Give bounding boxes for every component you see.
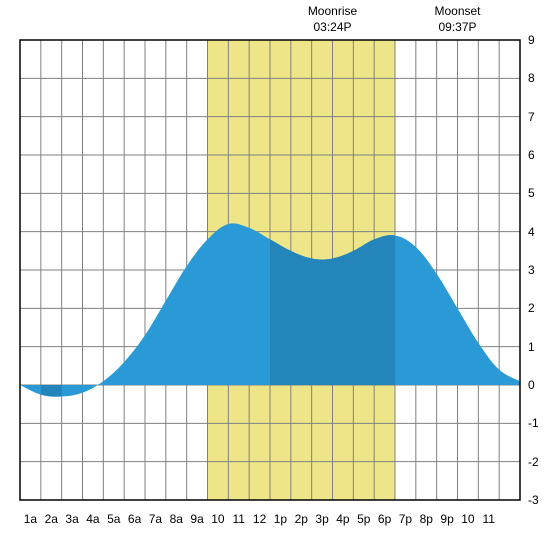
y-tick-label: 7 [528,110,535,124]
y-tick-label: 5 [528,186,535,200]
x-tick-label: 4a [86,512,99,526]
x-tick-label: 11 [483,512,495,526]
x-tick-label: 11 [233,512,245,526]
x-tick-label: 5a [107,512,120,526]
y-tick-label: 9 [528,33,535,47]
y-tick-label: 1 [528,340,535,354]
x-tick-label: 7a [149,512,162,526]
x-tick-label: 3a [65,512,78,526]
x-tick-label: 8p [420,512,433,526]
x-tick-label: 4p [336,512,349,526]
x-tick-label: 5p [357,512,370,526]
y-tick-label: 8 [528,71,535,85]
y-tick-label: -3 [528,493,539,507]
moonrise-time: 03:24P [303,20,363,36]
y-tick-label: -1 [528,416,539,430]
x-tick-label: 9p [440,512,453,526]
x-tick-label: 6a [128,512,141,526]
x-tick-label: 2p [295,512,308,526]
chart-svg [0,0,550,550]
tide-chart: Moonrise 03:24P Moonset 09:37P 1a 2a 3a 4a 5… [0,0,550,550]
moonrise-title: Moonrise [303,4,363,20]
y-tick-label: 2 [528,301,535,315]
x-tick-label: 12 [253,512,266,526]
x-tick-label: 1a [24,512,37,526]
x-tick-label: 8a [170,512,183,526]
x-tick-label: 10 [461,512,474,526]
x-tick-label: 7p [399,512,412,526]
x-tick-label: 1p [274,512,287,526]
y-tick-label: 6 [528,148,535,162]
moonset-annotation: Moonset 09:37P [428,4,488,35]
y-tick-label: 0 [528,378,535,392]
y-tick-label: -2 [528,455,539,469]
moonset-time: 09:37P [428,20,488,36]
x-tick-label: 6p [378,512,391,526]
x-tick-label: 10 [211,512,224,526]
x-tick-label: 9a [190,512,203,526]
x-tick-label: 2a [45,512,58,526]
x-tick-label: 3p [315,512,328,526]
moonset-title: Moonset [428,4,488,20]
moonrise-annotation: Moonrise 03:24P [303,4,363,35]
y-tick-label: 3 [528,263,535,277]
y-tick-label: 4 [528,225,535,239]
